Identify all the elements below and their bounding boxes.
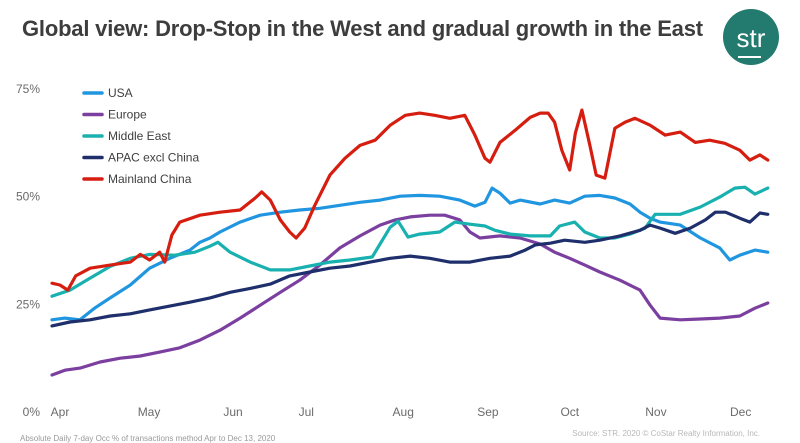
str-logo: str bbox=[723, 9, 779, 65]
x-tick-label: Dec bbox=[730, 405, 751, 419]
series-line-mainland-china bbox=[50, 108, 770, 292]
series-line-apac-excl-china bbox=[50, 210, 770, 328]
source-note: Source: STR. 2020 © CoStar Realty Inform… bbox=[572, 429, 760, 438]
x-tick-label: Nov bbox=[645, 405, 666, 419]
legend-label-usa: USA bbox=[108, 86, 133, 100]
chart-title: Global view: Drop-Stop in the West and g… bbox=[22, 16, 703, 41]
x-tick-label: Sep bbox=[477, 405, 499, 419]
series-lines bbox=[50, 108, 770, 377]
x-axis: Apr May Jun Jul Aug Sep Oct Nov Dec bbox=[51, 405, 752, 419]
y-tick-label: 75% bbox=[16, 82, 40, 96]
legend-label-apac-excl-china: APAC excl China bbox=[108, 151, 199, 165]
x-tick-label: Aug bbox=[393, 405, 414, 419]
x-tick-label: Oct bbox=[560, 405, 579, 419]
y-axis: 0% 25% 50% 75% bbox=[16, 82, 40, 419]
series-line-europe bbox=[50, 213, 770, 377]
x-tick-label: Jul bbox=[299, 405, 314, 419]
x-tick-label: May bbox=[138, 405, 161, 419]
legend-label-europe: Europe bbox=[108, 108, 147, 122]
legend: USA Europe Middle East APAC excl China Mainl… bbox=[82, 86, 199, 186]
logo-text: str bbox=[736, 22, 766, 58]
x-tick-label: Apr bbox=[51, 405, 70, 419]
legend-label-mainland-china: Mainland China bbox=[108, 172, 192, 186]
y-tick-label: 25% bbox=[16, 297, 40, 311]
series-line-middle-east bbox=[50, 185, 770, 298]
legend-label-middle-east: Middle East bbox=[108, 129, 171, 143]
y-tick-label: 50% bbox=[16, 190, 40, 204]
y-tick-label: 0% bbox=[23, 405, 41, 419]
x-tick-label: Jun bbox=[223, 405, 242, 419]
